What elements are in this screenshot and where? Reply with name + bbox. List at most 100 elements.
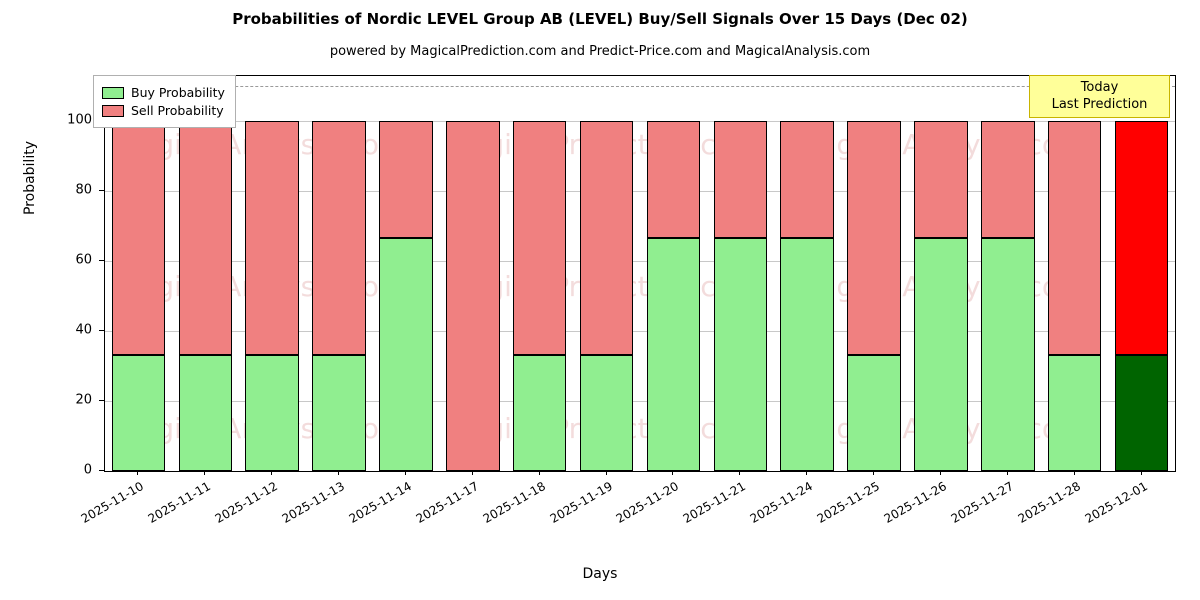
bar-group[interactable]: [579, 76, 634, 471]
bar-group[interactable]: [245, 76, 299, 471]
bar-segment-sell[interactable]: [914, 121, 968, 238]
x-axis-tick-label: 2025-11-26: [881, 479, 949, 526]
bar-segment-sell[interactable]: [713, 121, 768, 238]
x-axis-tick: [271, 470, 273, 475]
y-axis-tick-label: 40: [75, 322, 92, 338]
y-axis-title: Probability: [22, 141, 38, 216]
bar-group[interactable]: [512, 76, 567, 471]
bar-segment-sell[interactable]: [646, 121, 701, 238]
x-axis-tick: [1073, 470, 1075, 475]
x-axis-tick-label: 2025-11-10: [79, 479, 147, 526]
x-axis-tick-label: 2025-11-28: [1015, 479, 1083, 526]
x-axis-tick-label: 2025-11-25: [814, 479, 883, 526]
bar-segment-sell[interactable]: [1047, 121, 1102, 355]
today-annotation-line1: Today: [1080, 80, 1119, 95]
x-axis-tick: [1006, 470, 1008, 475]
x-axis-tick: [605, 470, 607, 475]
x-axis-tick-label: 2025-11-21: [680, 479, 749, 526]
bar-segment-buy[interactable]: [646, 237, 701, 471]
legend-label-buy: Buy Probability: [131, 85, 225, 100]
bar-group[interactable]: [713, 76, 768, 471]
gridline: [105, 401, 1175, 403]
x-axis-tick-label: 2025-11-11: [145, 479, 214, 526]
gridline: [105, 261, 1175, 263]
bar-group[interactable]: [1047, 76, 1102, 471]
x-axis-tick: [471, 470, 473, 475]
plot-area: MagicalAnalysis.comMagicalPrediction.com…: [104, 75, 1176, 472]
chart-title: Probabilities of Nordic LEVEL Group AB (…: [232, 10, 968, 28]
x-axis-tick-label: 2025-11-24: [747, 479, 816, 526]
today-annotation-line2: Last Prediction: [1051, 97, 1148, 112]
bar-segment-sell[interactable]: [981, 121, 1035, 238]
bar-segment-sell[interactable]: [512, 121, 567, 355]
x-axis-tick: [806, 470, 808, 475]
bar-segment-buy[interactable]: [1114, 354, 1169, 471]
bar-segment-sell[interactable]: [245, 121, 299, 355]
x-axis-tick: [338, 470, 340, 475]
bar-group[interactable]: [379, 76, 433, 471]
bar-group[interactable]: [446, 76, 500, 471]
x-axis-tick: [137, 470, 139, 475]
bar-segment-buy[interactable]: [981, 237, 1035, 471]
bar-group[interactable]: [981, 76, 1035, 471]
x-axis-tick-label: 2025-11-20: [614, 479, 682, 526]
bar-group[interactable]: [111, 76, 166, 471]
bar-segment-buy[interactable]: [111, 354, 166, 471]
x-axis-title: Days: [582, 566, 618, 582]
bar-group[interactable]: [914, 76, 968, 471]
bars-layer: [105, 76, 1175, 471]
bar-segment-buy[interactable]: [713, 237, 768, 471]
x-axis-tick: [672, 470, 674, 475]
y-axis-tick: [99, 400, 104, 402]
gridline: [105, 471, 1175, 472]
bar-segment-sell[interactable]: [579, 121, 634, 355]
bar-segment-sell[interactable]: [111, 121, 166, 355]
x-axis-tick-label: 2025-12-01: [1082, 479, 1150, 526]
x-axis-tick-label: 2025-11-14: [346, 479, 414, 526]
bar-segment-buy[interactable]: [780, 237, 834, 471]
bar-segment-buy[interactable]: [379, 237, 433, 471]
bar-segment-buy[interactable]: [512, 354, 567, 471]
y-axis-tick: [99, 330, 104, 332]
legend-swatch-buy: [102, 86, 124, 99]
y-axis-tick-label: 80: [75, 182, 92, 198]
bar-segment-sell[interactable]: [1114, 121, 1169, 355]
y-axis-tick: [99, 470, 104, 471]
y-axis-tick-label: 100: [67, 112, 92, 128]
bar-segment-buy[interactable]: [1047, 354, 1102, 471]
x-axis-tick: [538, 470, 540, 475]
y-axis-tick: [99, 190, 104, 192]
bar-segment-sell[interactable]: [312, 121, 366, 355]
bar-group[interactable]: [312, 76, 366, 471]
legend-swatch-sell: [102, 104, 124, 117]
x-axis-tick-label: 2025-11-19: [547, 479, 615, 526]
bar-segment-buy[interactable]: [245, 354, 299, 471]
bar-group[interactable]: [1114, 76, 1169, 471]
bar-segment-sell[interactable]: [446, 121, 500, 471]
bar-group[interactable]: [178, 76, 233, 471]
y-axis-tick-label: 60: [75, 252, 92, 268]
bar-group[interactable]: [646, 76, 701, 471]
chart-subtitle: powered by MagicalPrediction.com and Pre…: [329, 44, 871, 59]
bar-group[interactable]: [847, 76, 901, 471]
legend-item-sell: Sell Probability: [102, 103, 225, 118]
y-axis-tick-label: 0: [83, 462, 92, 478]
x-axis-tick: [1140, 470, 1142, 475]
x-axis-tick: [939, 470, 941, 475]
bar-segment-buy[interactable]: [579, 354, 634, 471]
bar-segment-buy[interactable]: [914, 237, 968, 471]
bar-segment-sell[interactable]: [847, 121, 901, 355]
x-axis-tick: [204, 470, 206, 475]
bar-segment-buy[interactable]: [178, 354, 233, 471]
bar-segment-buy[interactable]: [847, 354, 901, 471]
gridline: [105, 121, 1175, 123]
bar-segment-sell[interactable]: [178, 121, 233, 355]
bar-group[interactable]: [780, 76, 834, 471]
bar-segment-sell[interactable]: [379, 121, 433, 238]
bar-segment-sell[interactable]: [780, 121, 834, 238]
x-axis-tick-label: 2025-11-12: [212, 479, 281, 526]
x-axis-tick-label: 2025-11-18: [480, 479, 548, 526]
bar-segment-buy[interactable]: [312, 354, 366, 471]
legend-item-buy: Buy Probability: [102, 85, 225, 100]
